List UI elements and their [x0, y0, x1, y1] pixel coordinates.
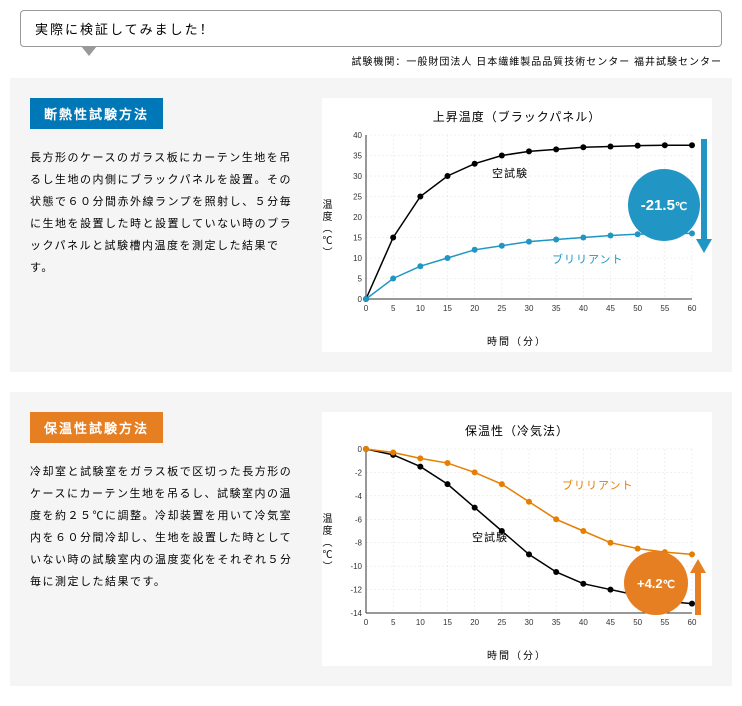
svg-text:30: 30 [353, 172, 362, 181]
svg-text:30: 30 [525, 304, 534, 313]
chart2-wrap: 温度（℃） 051015202530354045505560-14-12-10-… [322, 443, 712, 643]
svg-text:45: 45 [606, 618, 615, 627]
svg-text:40: 40 [579, 304, 588, 313]
svg-text:20: 20 [353, 213, 362, 222]
chart1-label-empty: 空試験 [492, 165, 528, 181]
svg-text:45: 45 [606, 304, 615, 313]
chart1-badge-value: -21.5 [641, 197, 675, 214]
svg-text:0: 0 [358, 445, 363, 454]
badge-insulation: 断熱性試験方法 [30, 98, 163, 129]
svg-text:10: 10 [416, 618, 425, 627]
svg-text:25: 25 [353, 193, 362, 202]
svg-text:-4: -4 [355, 492, 363, 501]
chart2-xlabel: 時間（分） [322, 643, 712, 666]
svg-text:25: 25 [497, 304, 506, 313]
chart1-wrap: 温度（℃） 0510152025303540455055600510152025… [322, 129, 712, 329]
svg-text:-10: -10 [350, 562, 362, 571]
chart2-label-brilliant: ブリリアント [562, 477, 634, 493]
svg-text:0: 0 [364, 304, 369, 313]
svg-text:10: 10 [353, 254, 362, 263]
chart2-arrow [690, 559, 706, 615]
chart1-title: 上昇温度（ブラックパネル） [322, 98, 712, 129]
svg-text:0: 0 [358, 295, 363, 304]
svg-text:5: 5 [391, 304, 396, 313]
chart1-ylabel: 温度（℃） [318, 199, 333, 259]
panel-retention: 保温性試験方法 冷却室と試験室をガラス板で区切った長方形のケースにカーテン生地を… [10, 392, 732, 686]
desc-insulation: 長方形のケースのガラス板にカーテン生地を吊るし生地の内側にブラックパネルを設置。… [30, 147, 302, 279]
svg-text:50: 50 [633, 618, 642, 627]
panel-insulation: 断熱性試験方法 長方形のケースのガラス板にカーテン生地を吊るし生地の内側にブラッ… [10, 78, 732, 372]
svg-text:15: 15 [443, 304, 452, 313]
panel1-left: 断熱性試験方法 長方形のケースのガラス板にカーテン生地を吊るし生地の内側にブラッ… [30, 98, 302, 352]
verify-bubble: 実際に検証してみました！ [20, 10, 722, 47]
svg-text:10: 10 [416, 304, 425, 313]
chart2-title: 保温性（冷気法） [322, 412, 712, 443]
svg-text:55: 55 [660, 304, 669, 313]
svg-text:0: 0 [364, 618, 369, 627]
svg-text:60: 60 [688, 304, 697, 313]
svg-text:55: 55 [660, 618, 669, 627]
svg-text:40: 40 [579, 618, 588, 627]
chart2-container: 保温性（冷気法） 温度（℃） 051015202530354045505560-… [322, 412, 712, 666]
desc-retention: 冷却室と試験室をガラス板で区切った長方形のケースにカーテン生地を吊るし、試験室内… [30, 461, 302, 593]
svg-text:-12: -12 [350, 586, 362, 595]
svg-text:35: 35 [353, 152, 362, 161]
svg-text:-14: -14 [350, 609, 362, 618]
svg-text:35: 35 [552, 304, 561, 313]
svg-text:5: 5 [391, 618, 396, 627]
svg-text:20: 20 [470, 304, 479, 313]
chart1-container: 上昇温度（ブラックパネル） 温度（℃） 05101520253035404550… [322, 98, 712, 352]
chart1-xlabel: 時間（分） [322, 329, 712, 352]
svg-text:-8: -8 [355, 539, 363, 548]
panel2-left: 保温性試験方法 冷却室と試験室をガラス板で区切った長方形のケースにカーテン生地を… [30, 412, 302, 666]
chart2-badge-unit: ℃ [663, 579, 675, 591]
svg-text:15: 15 [443, 618, 452, 627]
chart2-ylabel: 温度（℃） [318, 513, 333, 573]
svg-text:15: 15 [353, 234, 362, 243]
chart2-badge-value: +4.2 [637, 576, 663, 591]
institution-label: 試験機関：一般財団法人 日本繊維製品品質技術センター 福井試験センター [0, 47, 742, 78]
chart1-badge: -21.5℃ [628, 169, 700, 241]
svg-text:-6: -6 [355, 515, 363, 524]
chart1-label-brilliant: ブリリアント [552, 251, 624, 267]
svg-text:-2: -2 [355, 468, 363, 477]
svg-text:25: 25 [497, 618, 506, 627]
svg-text:50: 50 [633, 304, 642, 313]
chart2-label-empty: 空試験 [472, 529, 508, 545]
chart2-badge: +4.2℃ [624, 551, 688, 615]
svg-text:60: 60 [688, 618, 697, 627]
svg-text:30: 30 [525, 618, 534, 627]
svg-text:20: 20 [470, 618, 479, 627]
svg-text:5: 5 [358, 275, 363, 284]
chart1-arrow [696, 135, 712, 253]
chart1-badge-unit: ℃ [675, 201, 687, 213]
svg-text:35: 35 [552, 618, 561, 627]
badge-retention: 保温性試験方法 [30, 412, 163, 443]
svg-text:40: 40 [353, 131, 362, 140]
